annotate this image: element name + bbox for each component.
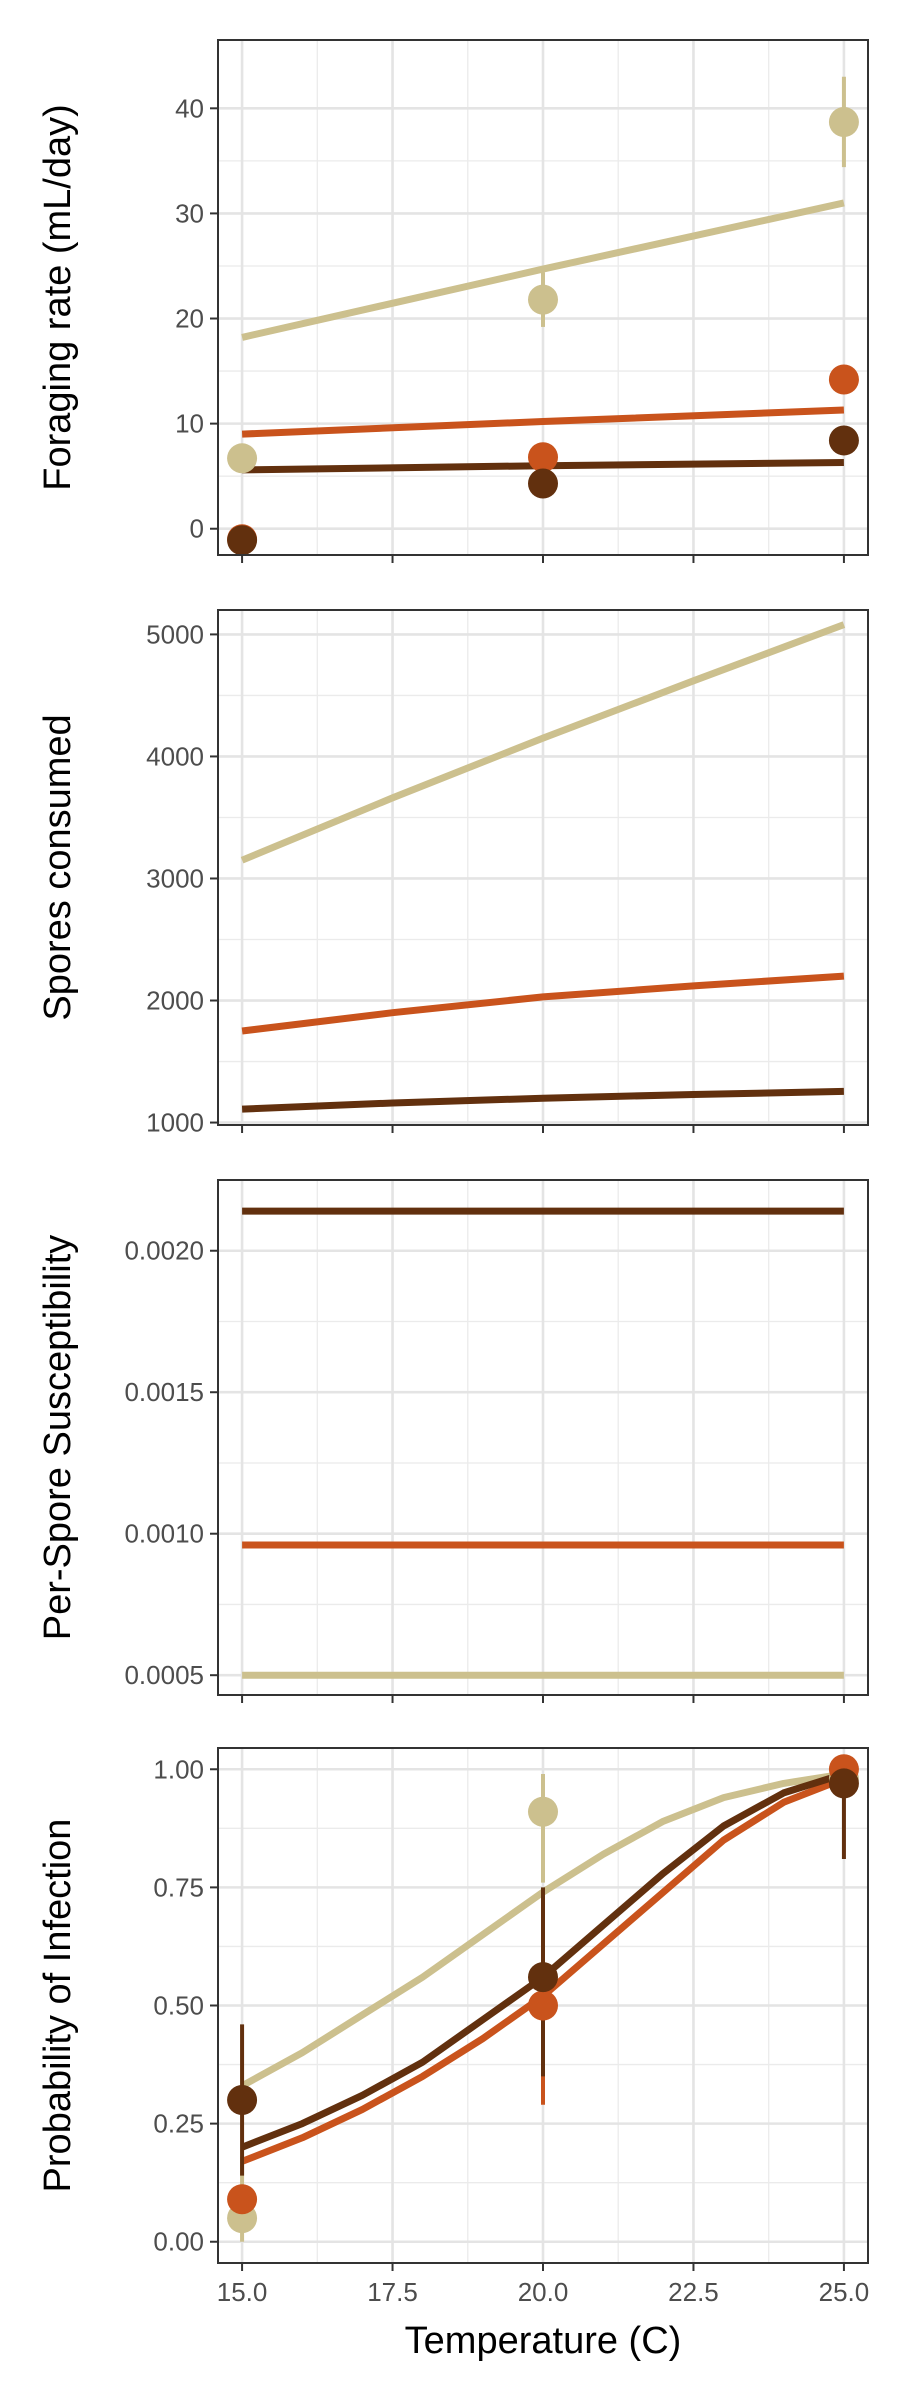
series-line-light bbox=[241, 199, 845, 341]
y-tick-label: 1000 bbox=[146, 1108, 204, 1138]
data-point-light bbox=[528, 284, 558, 315]
y-tick-label: 20 bbox=[175, 304, 204, 334]
data-point-dark bbox=[828, 1768, 859, 1799]
x-tick-label: 25.0 bbox=[819, 2277, 870, 2307]
y-tick-label: 40 bbox=[175, 93, 204, 123]
data-point-dark bbox=[227, 2084, 258, 2115]
panel-foraging-rate: 0 10 20 30 40 Foraging rate (mL/day) bbox=[37, 39, 869, 563]
data-point-orange bbox=[528, 442, 558, 473]
data-point-orange bbox=[828, 364, 859, 395]
series-line-orange bbox=[241, 406, 845, 438]
x-tick-label: 22.5 bbox=[668, 2277, 719, 2307]
y-tick-label: 10 bbox=[175, 409, 204, 439]
y-tick-label: 4000 bbox=[146, 741, 204, 771]
y-tick-label: 0.25 bbox=[153, 2109, 204, 2139]
y-tick-label: 2000 bbox=[146, 986, 204, 1016]
x-axis-title: Temperature (C) bbox=[405, 2320, 682, 2362]
y-tick-label: 0.0005 bbox=[124, 1660, 204, 1690]
x-tick-label: 20.0 bbox=[518, 2277, 569, 2307]
panel-spores-consumed: 1000 2000 3000 4000 5000 Spores consumed bbox=[37, 609, 869, 1138]
data-point-dark bbox=[528, 1962, 558, 1993]
y-tick-label: 0.50 bbox=[153, 1991, 204, 2021]
panel-probability-of-infection: 0.00 0.25 0.50 0.75 1.00 Probability of Infec… bbox=[37, 1747, 870, 2307]
panels: 0 10 20 30 40 Foraging rate (mL/day) 1000 2000 3… bbox=[37, 39, 870, 2307]
x-tick-label: 15.0 bbox=[217, 2277, 268, 2307]
data-point-orange bbox=[528, 1990, 558, 2021]
y-tick-label: 30 bbox=[175, 198, 204, 228]
data-point-light bbox=[227, 443, 258, 474]
series-line-dark bbox=[241, 1087, 844, 1113]
y-tick-label: 3000 bbox=[146, 863, 204, 893]
y-axis-title: Per-Spore Susceptibility bbox=[37, 1235, 79, 1641]
y-tick-label: 0 bbox=[190, 514, 204, 544]
series-line-orange bbox=[241, 972, 845, 1035]
x-tick-label: 17.5 bbox=[367, 2277, 418, 2307]
y-tick-label: 5000 bbox=[146, 619, 204, 649]
data-point-dark bbox=[528, 468, 558, 499]
y-tick-label: 0.00 bbox=[153, 2227, 204, 2257]
y-tick-label: 0.0010 bbox=[124, 1519, 204, 1549]
y-axis-title: Spores consumed bbox=[37, 714, 79, 1020]
y-tick-label: 0.0020 bbox=[124, 1236, 204, 1266]
data-point-light bbox=[828, 106, 859, 137]
y-tick-label: 0.75 bbox=[153, 1872, 204, 1902]
y-axis-title: Foraging rate (mL/day) bbox=[37, 104, 79, 491]
data-point-dark bbox=[828, 425, 859, 456]
data-point-orange bbox=[227, 2184, 258, 2215]
y-axis-title: Probability of Infection bbox=[37, 1819, 79, 2193]
y-tick-label: 0.0015 bbox=[124, 1377, 204, 1407]
data-point-light bbox=[528, 1796, 558, 1827]
series-line-light bbox=[240, 621, 846, 864]
y-tick-label: 1.00 bbox=[153, 1754, 204, 1784]
panel-per-spore-susceptibility: 0.0005 0.0010 0.0015 0.0020 Per-Spore Suscep… bbox=[37, 1179, 869, 1703]
data-point-dark bbox=[227, 525, 258, 556]
